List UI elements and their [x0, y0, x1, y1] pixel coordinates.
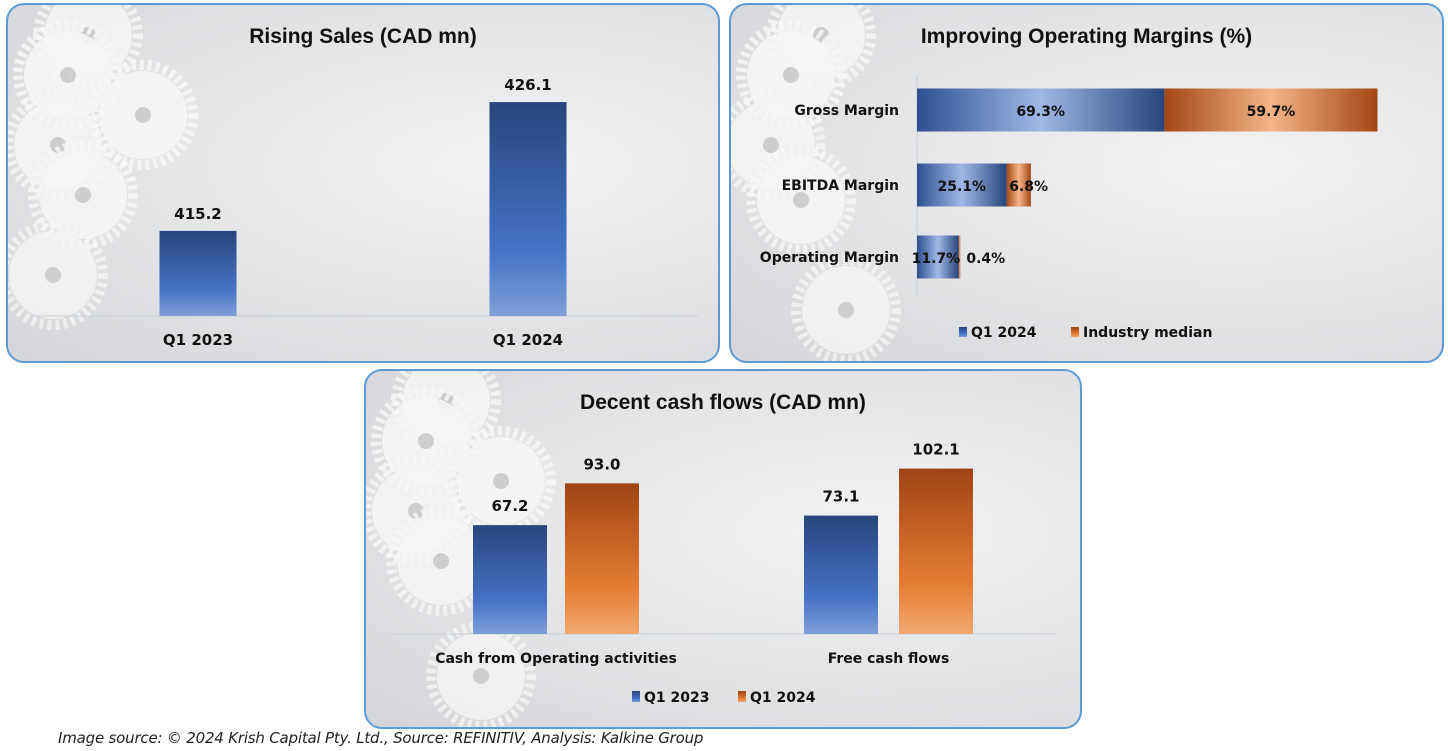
- bar-industry-median: [1164, 88, 1378, 132]
- chart-title: Decent cash flows (CAD mn): [580, 391, 866, 414]
- bar-q1-2024: [565, 483, 639, 634]
- legend-label: Q1 2024: [750, 690, 816, 706]
- chart-title: Rising Sales (CAD mn): [249, 25, 477, 48]
- bar-q1-2023: [804, 515, 878, 634]
- x-tick-label: Q1 2023: [163, 331, 233, 349]
- sales-bars: 415.2 Q1 2023 426.1 Q1 2024: [33, 76, 698, 349]
- legend-label: Industry median: [1083, 325, 1212, 341]
- data-label: 102.1: [912, 441, 959, 459]
- data-label: 6.8%: [1009, 179, 1048, 195]
- data-label: 25.1%: [938, 179, 987, 195]
- bar-industry-median: [958, 235, 961, 279]
- cashflow-chart-panel: Decent cash flows (CAD mn) 67.2 93.0 Cash …: [364, 369, 1082, 729]
- x-tick-label: Cash from Operating activities: [435, 651, 677, 667]
- legend-swatch-q1-2023: [632, 691, 640, 702]
- margins-chart-panel: Improving Operating Margins (%) Gross Ma…: [729, 3, 1444, 363]
- x-tick-label: Free cash flows: [828, 651, 950, 667]
- bar-q1-2024: [917, 235, 959, 279]
- legend-swatch-industry-median: [1071, 327, 1079, 337]
- legend-label: Q1 2024: [971, 325, 1037, 341]
- x-tick-label: Q1 2024: [493, 331, 563, 349]
- data-label: 11.7%: [912, 251, 961, 267]
- y-tick-label: Operating Margin: [760, 250, 899, 266]
- bar-q1-2023: [473, 525, 547, 634]
- legend-label: Q1 2023: [644, 690, 709, 706]
- sales-chart-panel: Rising Sales (CAD mn) 415.2 Q1 2023 426.1 Q…: [6, 3, 720, 363]
- data-label: 415.2: [174, 205, 221, 223]
- image-source-footer: Image source: © 2024 Krish Capital Pty. …: [58, 729, 704, 747]
- data-label: 59.7%: [1247, 104, 1296, 120]
- chart-title: Improving Operating Margins (%): [920, 25, 1253, 48]
- bar: [489, 102, 567, 316]
- data-label: 0.4%: [966, 251, 1005, 267]
- bar-q1-2024: [917, 163, 1007, 207]
- bar-q1-2024: [917, 88, 1165, 132]
- y-tick-label: EBITDA Margin: [782, 178, 899, 194]
- margins-bars: Gross Margin 69.3% 59.7% EBITDA Margin 25.1%…: [760, 75, 1378, 341]
- data-label: 73.1: [822, 488, 859, 506]
- data-label: 426.1: [504, 76, 551, 94]
- data-label: 69.3%: [1016, 104, 1065, 120]
- legend-swatch-q1-2024: [959, 327, 967, 337]
- bar-q1-2024: [899, 468, 973, 634]
- cashflow-bars: 67.2 93.0 Cash from Operating activities 73…: [394, 441, 1056, 706]
- bar: [159, 230, 237, 316]
- data-label: 93.0: [583, 455, 620, 473]
- y-tick-label: Gross Margin: [794, 103, 899, 119]
- data-label: 67.2: [491, 497, 528, 515]
- bar-industry-median: [1006, 163, 1031, 207]
- legend-swatch-q1-2024: [738, 691, 746, 702]
